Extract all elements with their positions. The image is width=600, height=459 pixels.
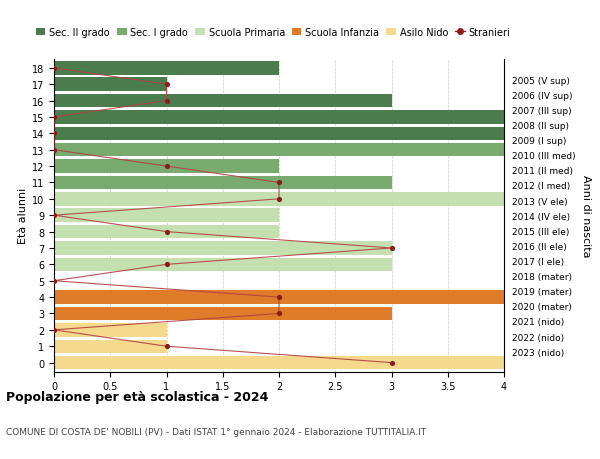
Point [162,163,172,170]
Point [162,261,172,269]
Bar [54,258,392,271]
Bar [54,127,504,141]
Legend: Sec. II grado, Sec. I grado, Scuola Primaria, Scuola Infanzia, Asilo Nido, Stran: Sec. II grado, Sec. I grado, Scuola Prim… [32,24,514,42]
Bar [54,291,504,304]
Bar [54,356,504,369]
Point [274,294,284,301]
Bar [54,144,504,157]
Point [49,65,59,73]
Point [387,245,397,252]
Bar [54,62,279,75]
Point [49,130,59,138]
Bar [54,307,392,320]
Y-axis label: Anni di nascita: Anni di nascita [581,174,591,257]
Bar [54,78,167,92]
Point [49,212,59,219]
Bar [54,225,279,239]
Bar [54,324,167,337]
Bar [54,176,392,190]
Point [162,229,172,236]
Point [274,196,284,203]
Bar [54,242,392,255]
Point [274,310,284,318]
Point [49,114,59,121]
Y-axis label: Età alunni: Età alunni [18,188,28,244]
Text: Popolazione per età scolastica - 2024: Popolazione per età scolastica - 2024 [6,390,268,403]
Point [162,343,172,350]
Point [49,147,59,154]
Point [162,81,172,89]
Text: COMUNE DI COSTA DE' NOBILI (PV) - Dati ISTAT 1° gennaio 2024 - Elaborazione TUTT: COMUNE DI COSTA DE' NOBILI (PV) - Dati I… [6,427,426,436]
Bar [54,193,504,206]
Point [49,326,59,334]
Point [162,98,172,105]
Point [274,179,284,187]
Point [49,277,59,285]
Point [387,359,397,366]
Bar [54,95,392,108]
Bar [54,111,504,124]
Bar [54,160,279,174]
Bar [54,340,167,353]
Bar [54,209,279,223]
